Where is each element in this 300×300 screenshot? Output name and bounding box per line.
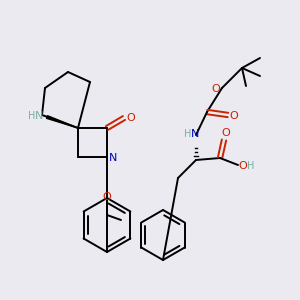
Text: N: N xyxy=(191,129,199,139)
Text: O: O xyxy=(222,128,230,138)
Text: O: O xyxy=(127,113,135,123)
Text: H: H xyxy=(247,161,255,171)
Text: N: N xyxy=(35,111,43,121)
Text: H: H xyxy=(28,111,36,121)
Text: N: N xyxy=(109,153,117,163)
Text: O: O xyxy=(212,84,220,94)
Polygon shape xyxy=(46,116,78,128)
Text: O: O xyxy=(103,192,111,202)
Text: O: O xyxy=(238,161,247,171)
Text: H: H xyxy=(184,129,192,139)
Text: O: O xyxy=(230,111,238,121)
